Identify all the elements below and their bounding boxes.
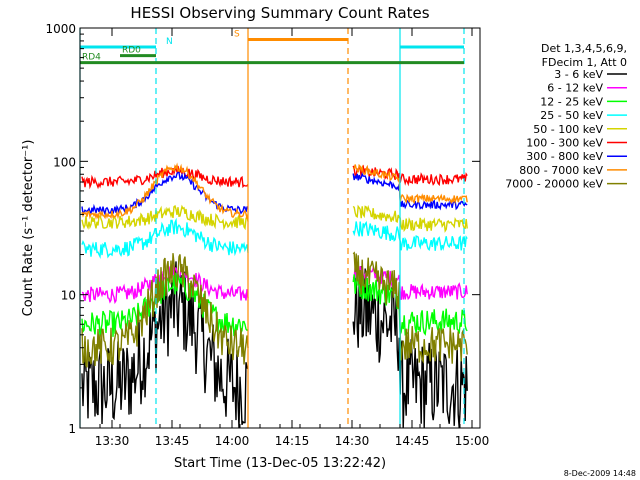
y-axis: 1 10 100 1000: [45, 22, 480, 436]
legend-label-0: 3 - 6 keV: [554, 68, 603, 81]
series-line-pre-7: [81, 162, 249, 221]
legend-label-3: 25 - 50 keV: [540, 109, 603, 122]
series-line-pre-8: [81, 253, 249, 368]
series-line-post-8: [352, 251, 468, 364]
flag-label-s: S: [234, 29, 240, 39]
x-tick-label-5: 14:45: [395, 434, 430, 448]
x-tick-label-0: 13:30: [95, 434, 130, 448]
series-line-pre-0: [81, 261, 249, 429]
plot-area: N S RD0 RD4: [79, 28, 468, 429]
legend-label-4: 50 - 100 keV: [533, 123, 603, 136]
series-line-post-3: [352, 220, 468, 252]
legend-label-2: 12 - 25 keV: [540, 95, 603, 108]
y-tick-label-0: 1: [68, 422, 76, 436]
x-axis: 13:30 13:45 14:00 14:15 14:30 14:45 15:00: [79, 28, 490, 448]
series-line-post-1: [352, 265, 468, 301]
legend-label-6: 300 - 800 keV: [526, 150, 603, 163]
series-line-post-2: [352, 273, 468, 336]
series-line-post-6: [352, 172, 468, 211]
series-line-pre-6: [81, 171, 249, 217]
y-tick-label-3: 1000: [45, 22, 76, 36]
legend-label-8: 7000 - 20000 keV: [505, 178, 603, 191]
legend-label-1: 6 - 12 keV: [547, 82, 603, 95]
flag-label-n: N: [166, 37, 173, 47]
series-line-pre-5: [81, 165, 249, 190]
x-tick-label-6: 15:00: [455, 434, 490, 448]
legend: Det 1,3,4,5,6,9,FDecim 1, Att 03 - 6 keV…: [505, 42, 627, 191]
x-tick-label-3: 14:15: [275, 434, 310, 448]
y-tick-label-1: 10: [61, 289, 76, 303]
footer-date: 8-Dec-2009 14:48: [564, 469, 636, 478]
legend-label-5: 100 - 300 keV: [526, 137, 603, 150]
series-line-post-7: [352, 163, 468, 205]
legend-header-0: Det 1,3,4,5,6,9,: [541, 42, 627, 55]
y-axis-label: Count Rate (s⁻¹ detector⁻¹): [21, 140, 36, 317]
flag-label-rd0: RD0: [122, 46, 141, 56]
series-line-pre-3: [81, 217, 249, 259]
x-tick-label-1: 13:45: [155, 434, 190, 448]
x-tick-label-4: 14:30: [335, 434, 370, 448]
series-line-post-4: [352, 204, 468, 233]
legend-header-1: FDecim 1, Att 0: [542, 56, 627, 69]
series-line-post-5: [352, 164, 468, 187]
x-tick-label-2: 14:00: [215, 434, 250, 448]
y-tick-label-2: 100: [53, 155, 76, 169]
legend-label-7: 800 - 7000 keV: [519, 164, 603, 177]
x-axis-label: Start Time (13-Dec-05 13:22:42): [174, 456, 386, 471]
chart-title: HESSI Observing Summary Count Rates: [130, 4, 429, 22]
series-line-pre-4: [81, 204, 249, 231]
flag-label-rd4: RD4: [82, 53, 101, 63]
